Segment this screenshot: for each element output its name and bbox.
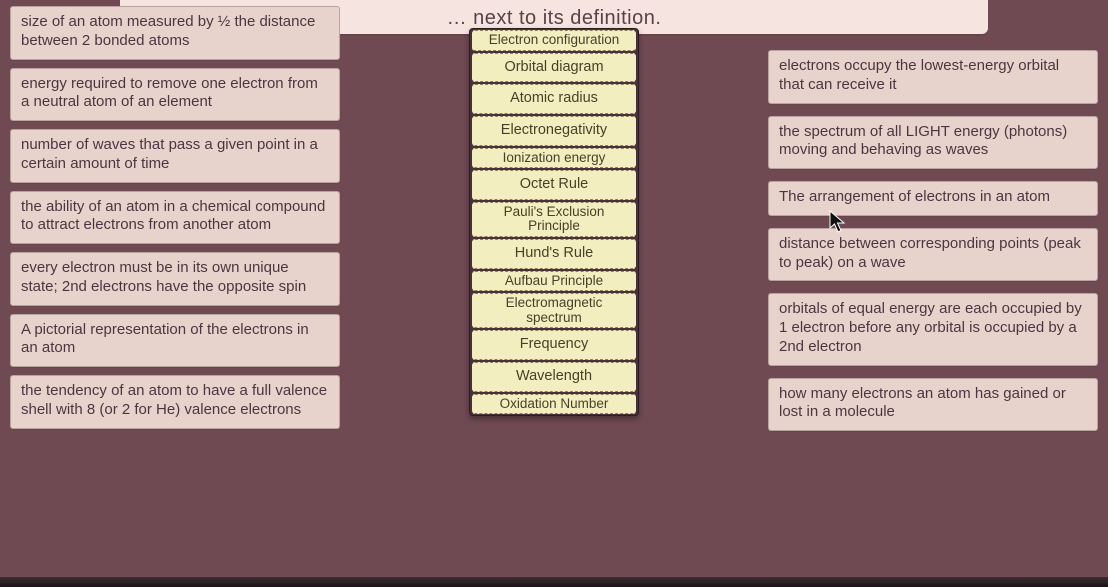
term-tile[interactable]: Electromagnetic spectrum: [472, 293, 636, 328]
term-tile[interactable]: Electron configuration: [472, 30, 636, 51]
definition-card[interactable]: energy required to remove one electron f…: [10, 68, 340, 122]
definition-card[interactable]: electrons occupy the lowest-energy orbit…: [768, 50, 1098, 104]
term-stack: Electron configurationOrbital diagramAto…: [469, 28, 639, 416]
definition-card[interactable]: the tendency of an atom to have a full v…: [10, 375, 340, 429]
definition-card[interactable]: orbitals of equal energy are each occupi…: [768, 293, 1098, 365]
term-tile[interactable]: Atomic radius: [472, 84, 636, 114]
term-tile[interactable]: Ionization energy: [472, 148, 636, 169]
term-tile[interactable]: Orbital diagram: [472, 53, 636, 83]
definition-card[interactable]: The arrangement of electrons in an atom: [768, 181, 1098, 216]
left-definitions-column: size of an atom measured by ½ the distan…: [10, 4, 340, 429]
right-definitions-column: electrons occupy the lowest-energy orbit…: [768, 4, 1098, 431]
definition-card[interactable]: how many electrons an atom has gained or…: [768, 378, 1098, 432]
term-tile[interactable]: Octet Rule: [472, 170, 636, 200]
definition-card[interactable]: the spectrum of all LIGHT energy (photon…: [768, 116, 1098, 170]
columns: size of an atom measured by ½ the distan…: [10, 4, 1098, 581]
activity-stage: … next to its definition. size of an ato…: [0, 0, 1108, 587]
definition-card[interactable]: number of waves that pass a given point …: [10, 129, 340, 183]
term-tile[interactable]: Frequency: [472, 330, 636, 360]
term-tile[interactable]: Oxidation Number: [472, 394, 636, 415]
definition-card[interactable]: every electron must be in its own unique…: [10, 252, 340, 306]
term-tile[interactable]: Aufbau Principle: [472, 271, 636, 292]
definition-card[interactable]: A pictorial representation of the electr…: [10, 314, 340, 368]
term-tile[interactable]: Hund's Rule: [472, 239, 636, 269]
term-tile[interactable]: Pauli's Exclusion Principle: [472, 202, 636, 237]
definition-card[interactable]: size of an atom measured by ½ the distan…: [10, 6, 340, 60]
term-bank-column: Electron configurationOrbital diagramAto…: [469, 4, 639, 416]
photo-bottom-edge: [0, 577, 1108, 587]
term-tile[interactable]: Wavelength: [472, 362, 636, 392]
definition-card[interactable]: distance between corresponding points (p…: [768, 228, 1098, 282]
term-tile[interactable]: Electronegativity: [472, 116, 636, 146]
definition-card[interactable]: the ability of an atom in a chemical com…: [10, 191, 340, 245]
